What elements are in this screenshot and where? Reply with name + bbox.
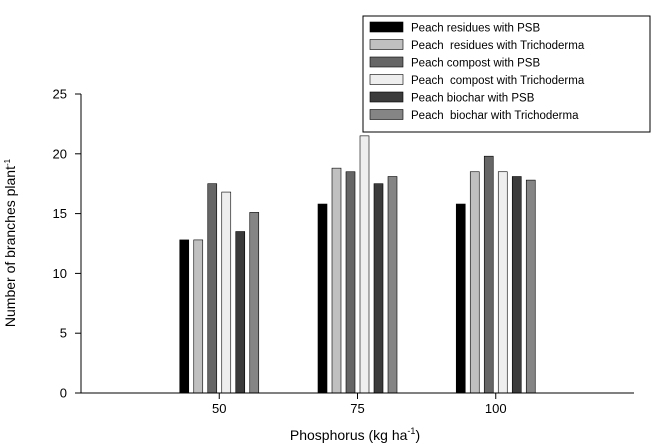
y-tick-label: 5 [60, 326, 67, 341]
y-tick-label: 10 [53, 266, 67, 281]
legend-label: Peach compost with Trichoderma [411, 75, 585, 87]
bar-75-series-2 [331, 167, 342, 394]
y-tick-label: 20 [53, 146, 67, 161]
legend-swatch [369, 74, 404, 85]
y-ticks-group: 0 5 10 15 20 25 [53, 87, 81, 401]
bar-100-series-2 [469, 171, 480, 394]
bar-100-series-3 [483, 155, 494, 394]
bar-75-series-6 [387, 176, 398, 394]
legend-label: Peach residues with PSB [411, 23, 540, 35]
bar-50-series-2 [193, 239, 204, 394]
y-axis-title: Number of branches plant-1 [2, 158, 18, 327]
bar-50-series-5 [235, 231, 246, 394]
legend-label: Peach compost with PSB [411, 58, 540, 70]
legend-swatch [369, 39, 404, 50]
bar-75-series-4 [359, 135, 370, 394]
x-tick-label: 100 [485, 401, 507, 416]
legend-swatch [369, 56, 404, 68]
legend: Peach residues with PSB Peach residues wi… [362, 15, 651, 133]
bar-50-series-6 [249, 212, 260, 394]
y-tick-label: 25 [53, 87, 67, 102]
x-tick-label: 50 [212, 401, 226, 416]
x-axis-title-suffix: ) [415, 427, 420, 443]
x-axis-title-superscript: -1 [407, 426, 415, 436]
y-tick-label: 15 [53, 206, 67, 221]
y-tick-label: 0 [60, 386, 67, 401]
bar-75-series-5 [373, 183, 384, 394]
legend-box [362, 15, 651, 133]
x-axis-title-main: Phosphorus (kg ha [290, 427, 408, 443]
legend-label: Peach biochar with PSB [411, 93, 535, 105]
x-ticks-group: 50 75 100 [212, 393, 507, 416]
x-axis-title: Phosphorus (kg ha-1) [290, 426, 420, 443]
legend-swatch [369, 21, 404, 33]
y-axis-title-main: Number of branches plant [2, 166, 18, 327]
x-tick-label: 75 [350, 401, 364, 416]
bar-50-series-4 [221, 191, 232, 394]
bar-50-series-1 [179, 239, 190, 394]
bar-100-series-4 [497, 171, 508, 394]
bar-75-series-1 [317, 203, 328, 394]
bar-100-series-5 [511, 176, 522, 394]
legend-label: Peach biochar with Trichoderma [411, 110, 579, 122]
legend-label: Peach residues with Trichoderma [411, 40, 585, 52]
legend-swatch [369, 109, 404, 120]
bar-100-series-6 [525, 179, 536, 394]
bar-50-series-3 [207, 183, 218, 394]
y-axis-title-superscript: -1 [3, 158, 12, 166]
bar-100-series-1 [455, 203, 466, 394]
legend-swatch [369, 91, 404, 103]
axes-group [80, 94, 634, 394]
bars-group [179, 135, 536, 394]
bar-75-series-3 [345, 171, 356, 394]
